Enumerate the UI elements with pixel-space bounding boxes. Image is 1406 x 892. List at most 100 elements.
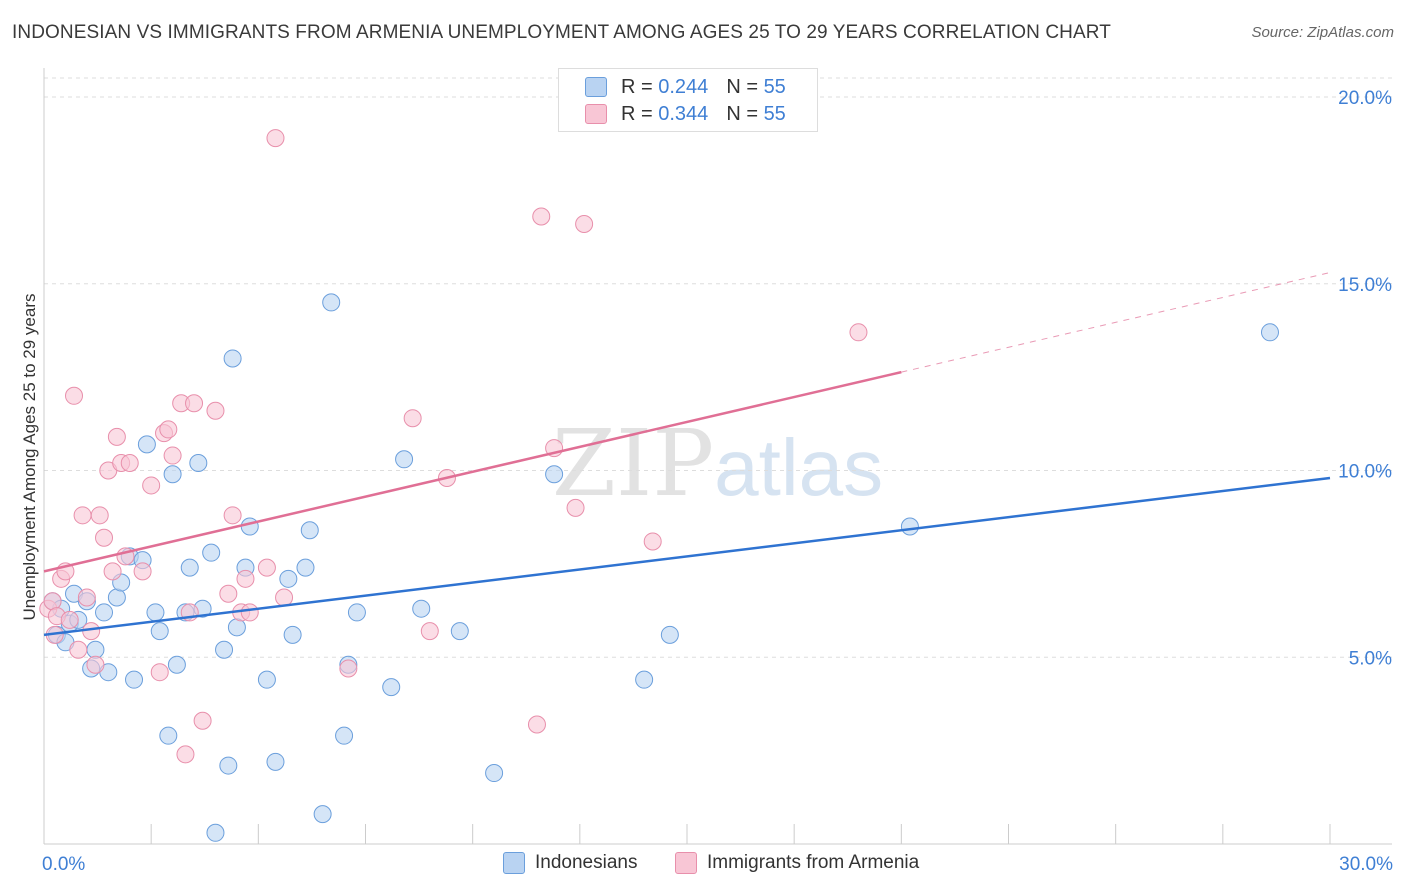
indonesians-point [382,678,401,697]
indonesians-point [180,558,199,577]
armenia-point [240,603,259,622]
legend-n-label: N = [726,75,758,98]
armenia-point [532,207,551,226]
armenia-point [73,506,92,525]
armenia-point [193,711,212,730]
indonesians-point [125,670,144,689]
indonesians-point [395,450,414,469]
indonesians-point [150,622,169,641]
legend-r-label: R = [621,102,653,125]
indonesians-point [257,670,276,689]
indonesians-point [660,625,679,644]
y-tick-label: 10.0% [1338,462,1392,483]
indonesians-point [283,625,302,644]
indonesians-point [167,655,186,674]
indonesians-point [227,618,246,637]
bottom-legend-label: Indonesians [535,852,638,873]
indonesians-point [266,752,285,771]
chart-title: INDONESIAN VS IMMIGRANTS FROM ARMENIA UN… [12,22,1111,43]
indonesians-point [206,823,225,842]
armenia-point [236,569,255,588]
armenia-point [223,506,242,525]
indonesians-point [300,521,319,540]
indonesians-point [313,805,332,824]
armenia-point [219,584,238,603]
indonesians-point [219,756,238,775]
indonesians-point [95,603,114,622]
indonesians-point [163,465,182,484]
correlation-legend: R = 0.244 N = 55 R = 0.344 N = 55 [558,68,818,132]
indonesians-point [412,599,431,618]
indonesians-point [202,543,221,562]
trend-line-0 [43,476,1331,637]
armenia-point [339,659,358,678]
x-tick-label: 30.0% [1339,854,1393,875]
legend-r-value: 0.244 [658,75,709,98]
armenia-point [527,715,546,734]
indonesians-point [189,454,208,473]
armenia-point [65,386,84,405]
legend-swatch-pink [585,104,607,124]
indonesians-point [240,517,259,536]
indonesians-point [215,640,234,659]
armenia-point [60,610,79,629]
indonesians-point [347,603,366,622]
armenia-point [643,532,662,551]
indonesians-point [335,726,354,745]
armenia-point [176,745,195,764]
armenia-point [95,528,114,547]
armenia-point [82,622,101,641]
indonesians-point [1260,323,1279,342]
armenia-point [107,427,126,446]
legend-n-value: 55 [763,75,786,98]
indonesians-point [279,569,298,588]
armenia-point [103,562,122,581]
armenia-point [403,409,422,428]
indonesians-point [223,349,242,368]
legend-swatch-blue [585,77,607,97]
legend-row-indonesians: R = 0.244 N = 55 [585,75,786,99]
bottom-legend-swatch-blue [503,852,525,874]
bottom-legend-armenia: Immigrants from Armenia [675,852,919,874]
indonesians-point [545,465,564,484]
indonesians-point [485,764,504,783]
source-label: Source: ZipAtlas.com [1251,24,1394,41]
armenia-point [266,129,285,148]
armenia-point [566,498,585,517]
armenia-point [275,588,294,607]
indonesians-point [900,517,919,536]
indonesians-point [137,435,156,454]
indonesians-point [146,603,165,622]
bottom-legend-indonesians: Indonesians [503,852,637,874]
armenia-point [206,401,225,420]
y-axis-label: Unemployment Among Ages 25 to 29 years [20,293,39,621]
armenia-point [163,446,182,465]
legend-r-label: R = [621,75,653,98]
trend-line-extension-1 [901,272,1331,373]
armenia-point [420,622,439,641]
armenia-point [120,454,139,473]
armenia-point [575,214,594,233]
legend-row-armenia: R = 0.344 N = 55 [585,102,786,126]
armenia-point [849,323,868,342]
legend-n-value: 55 [763,102,786,125]
armenia-point [90,506,109,525]
indonesians-point [159,726,178,745]
armenia-point [86,655,105,674]
watermark: ZIPatlas [552,410,883,517]
armenia-point [185,394,204,413]
armenia-point [133,562,152,581]
armenia-point [159,420,178,439]
bottom-legend-swatch-pink [675,852,697,874]
y-tick-label: 20.0% [1338,88,1392,109]
legend-n-label: N = [726,102,758,125]
bottom-legend-label: Immigrants from Armenia [707,852,920,873]
armenia-point [150,663,169,682]
watermark-zip: ZIP [552,410,715,517]
indonesians-point [296,558,315,577]
y-tick-label: 5.0% [1349,648,1392,669]
armenia-point [69,640,88,659]
armenia-point [43,592,62,611]
legend-r-value: 0.344 [658,102,709,125]
